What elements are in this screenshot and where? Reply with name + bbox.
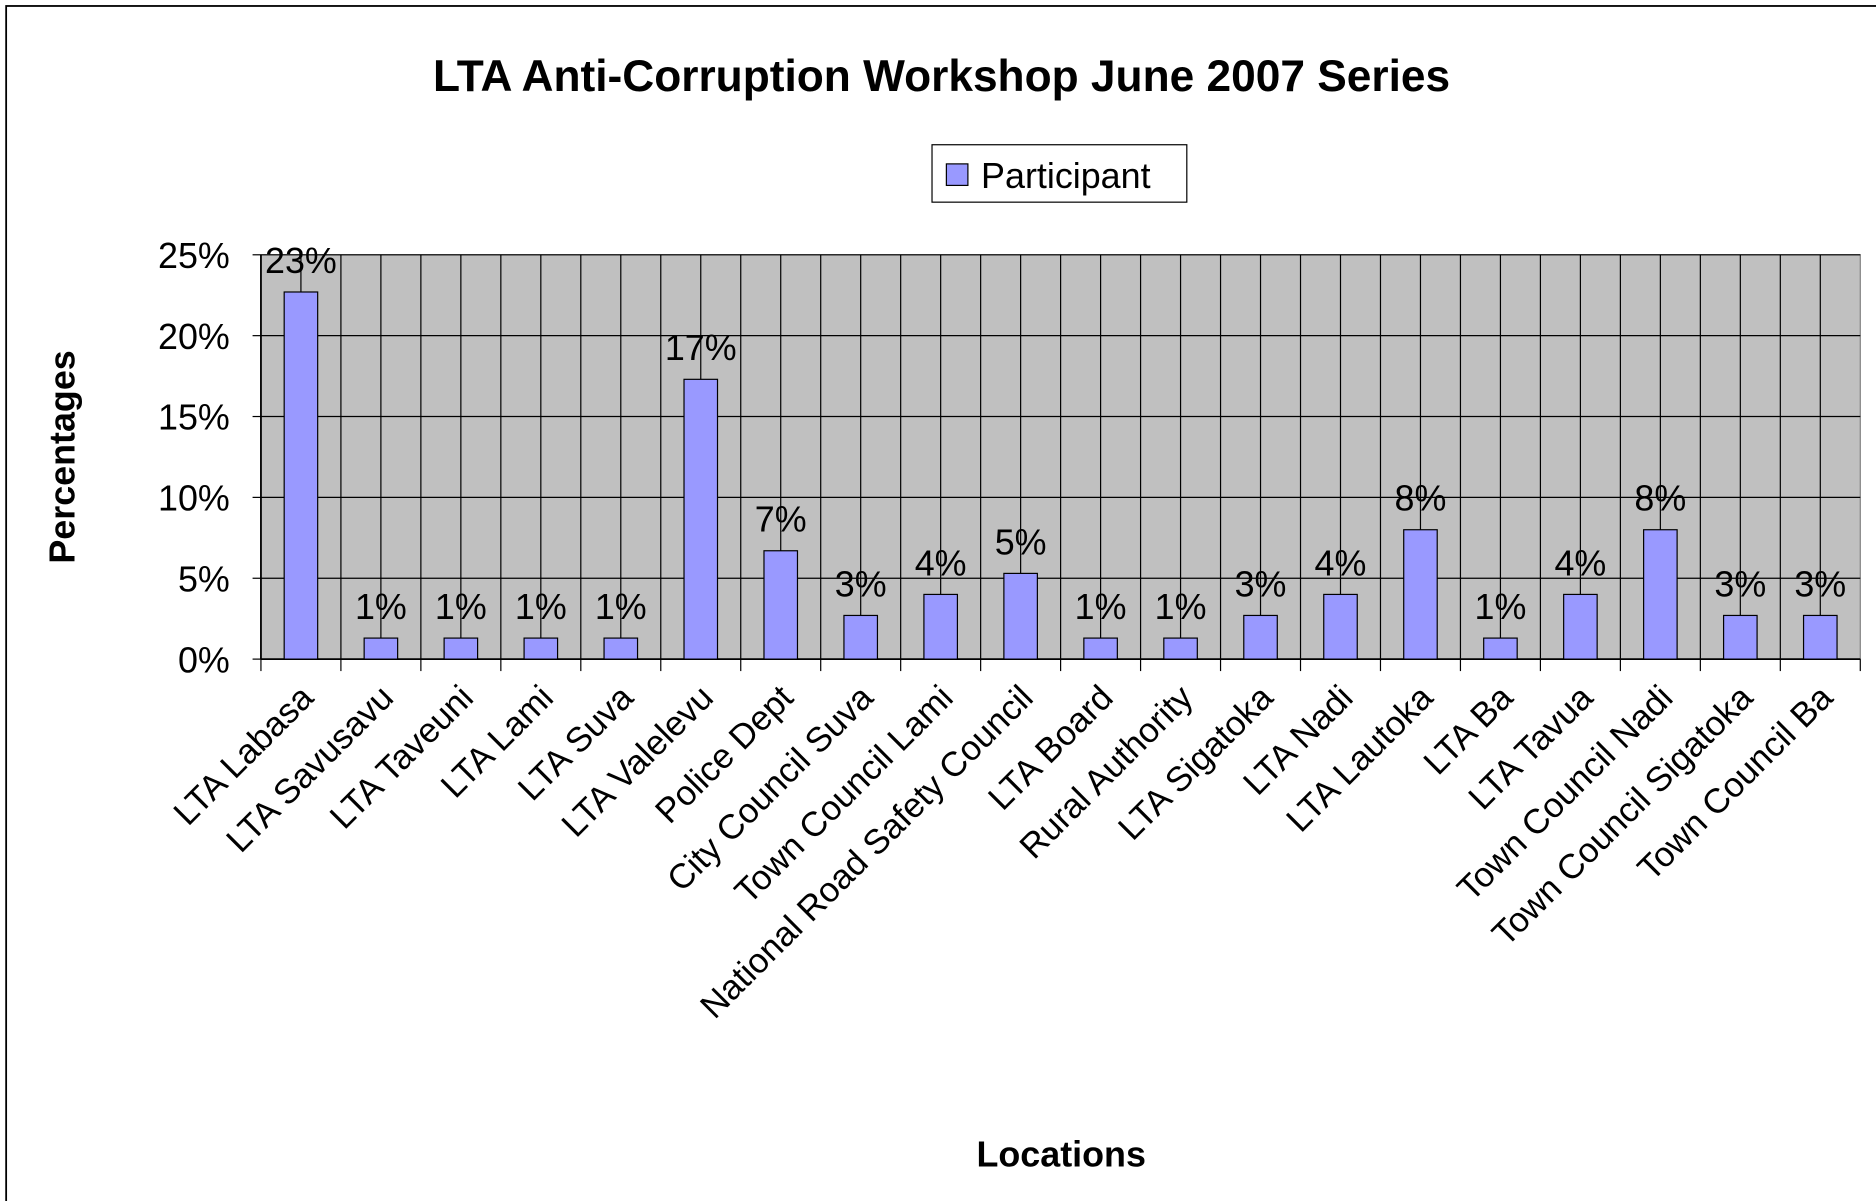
bar [683, 378, 719, 660]
value-label: 3% [835, 564, 887, 604]
value-label: 1% [1075, 587, 1127, 627]
bar [843, 614, 879, 660]
bar [1802, 614, 1838, 660]
y-axis-label: Percentages [42, 350, 82, 563]
bar [923, 593, 959, 660]
value-label: 4% [1554, 543, 1606, 583]
bar [523, 637, 559, 660]
value-label: 5% [995, 522, 1047, 562]
y-tick-label: 15% [158, 398, 230, 438]
bar [1163, 637, 1198, 660]
y-tick-label: 20% [158, 317, 230, 357]
value-label: 1% [595, 587, 647, 627]
value-label: 8% [1395, 479, 1447, 519]
value-label: 3% [1794, 564, 1846, 604]
bar [603, 637, 639, 660]
bar [1483, 637, 1518, 660]
value-label: 1% [355, 587, 407, 627]
value-label: 7% [755, 500, 807, 540]
value-label: 3% [1235, 564, 1287, 604]
y-tick-label: 25% [158, 236, 230, 276]
y-tick-label: 10% [158, 479, 230, 519]
bar [1722, 614, 1758, 660]
value-label: 1% [1475, 587, 1527, 627]
bar [1003, 572, 1038, 660]
bar [1403, 529, 1438, 660]
bar [1563, 593, 1598, 660]
bar [763, 550, 799, 660]
y-tick-label: 5% [178, 559, 230, 599]
value-label: 8% [1634, 479, 1686, 519]
bar [443, 637, 479, 660]
value-label: 4% [915, 543, 967, 583]
bar [1323, 593, 1358, 660]
bar [1083, 637, 1118, 660]
bar [1643, 529, 1678, 660]
value-label: 3% [1714, 564, 1766, 604]
x-axis-label: Locations [976, 1134, 1145, 1174]
legend-label: Participant [981, 156, 1151, 196]
value-label: 23% [265, 241, 337, 281]
bar [363, 637, 399, 660]
bar [283, 291, 319, 660]
value-label: 4% [1315, 543, 1367, 583]
legend-box [931, 144, 1188, 203]
legend-swatch [945, 163, 969, 187]
chart-title: LTA Anti-Corruption Workshop June 2007 S… [433, 52, 1450, 101]
value-label: 17% [665, 328, 737, 368]
value-label: 1% [515, 587, 567, 627]
value-label: 1% [435, 587, 487, 627]
bar [1243, 614, 1278, 660]
y-tick-label: 0% [178, 640, 230, 680]
value-label: 1% [1155, 587, 1207, 627]
